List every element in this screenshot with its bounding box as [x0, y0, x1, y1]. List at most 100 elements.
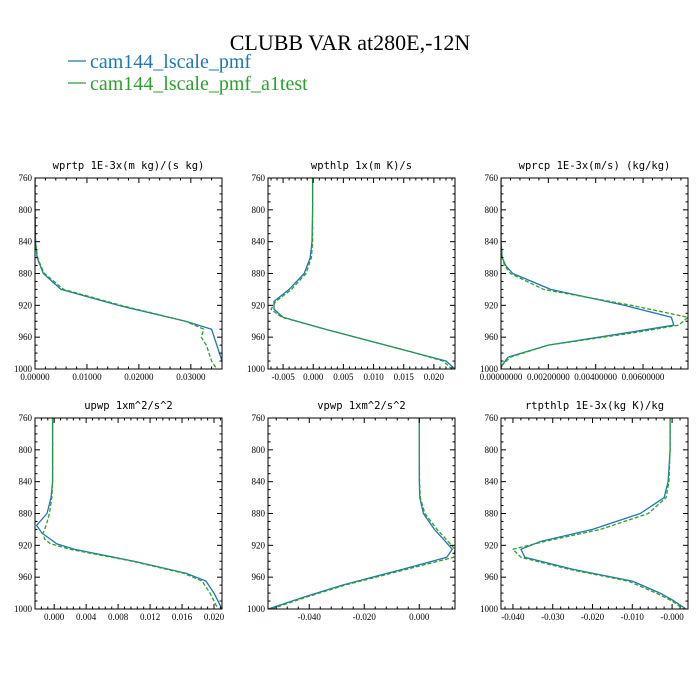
panel-2: wprcp 1E-3x(m/s) (kg/kg) 760 800 840 880 920 9… — [480, 160, 689, 382]
ytick-label-1: 760 — [252, 173, 266, 183]
xtick-label-5: -0.000 — [660, 612, 684, 622]
xtick-label-3: 0.008 — [108, 612, 129, 622]
xtick-label-5: -0.020 — [581, 612, 605, 622]
series-group-3 — [35, 418, 222, 609]
panel-frame-2 — [500, 177, 689, 370]
ytick-label-2: 960 — [485, 332, 499, 342]
ytick-label-2: 840 — [485, 237, 499, 247]
ytick-label-5: 1000 — [480, 604, 499, 614]
panel-title-4: vpwp 1xm^2/s^2 — [317, 400, 406, 412]
series-line-5-0 — [520, 418, 687, 609]
ytick-label-1: 960 — [252, 332, 266, 342]
panel-title-1: wpthlp 1x(m K)/s — [311, 160, 412, 172]
xtick-label-1: 0.005 — [333, 372, 354, 382]
series-group-2 — [501, 178, 688, 369]
xtick-label-3: 0.016 — [172, 612, 193, 622]
ytick-label-3: 960 — [19, 572, 33, 582]
ytick-label-5: 880 — [485, 509, 499, 519]
panel-title-2: wprcp 1E-3x(m/s) (kg/kg) — [519, 160, 671, 172]
ytick-label-0: 920 — [19, 300, 33, 310]
xtick-label-1: -0.005 — [271, 372, 295, 382]
ytick-label-1: 800 — [252, 205, 266, 215]
ytick-label-3: 840 — [19, 477, 33, 487]
series-line-1-1 — [270, 178, 453, 369]
ytick-label-4: 1000 — [247, 604, 266, 614]
panel-title-5: rtpthlp 1E-3x(kg K)/kg — [525, 400, 664, 412]
ytick-label-0: 840 — [19, 237, 33, 247]
ytick-label-0: 880 — [19, 269, 33, 279]
ytick-label-5: 840 — [485, 477, 499, 487]
xtick-label-3: 0.004 — [76, 612, 97, 622]
ytick-label-2: 920 — [485, 300, 499, 310]
panel-1: wpthlp 1x(m K)/s 760 800 840 880 920 960 1000 -0… — [247, 160, 456, 382]
ytick-label-1: 880 — [252, 269, 266, 279]
ytick-label-5: 960 — [485, 572, 499, 582]
xtick-label-4: -0.020 — [353, 612, 377, 622]
panel-3: upwp 1xm^2/s^2 760 800 840 880 920 960 1000 0.00… — [14, 400, 225, 622]
xtick-label-4: 0.000 — [409, 612, 430, 622]
ytick-label-1: 840 — [252, 237, 266, 247]
panel-title-0: wprtp 1E-3x(m kg)/(s kg) — [53, 160, 205, 172]
series-group-1 — [270, 178, 455, 369]
xtick-label-4: -0.040 — [298, 612, 322, 622]
xtick-label-2: 0.00200000 — [527, 372, 570, 382]
ytick-label-5: 760 — [485, 413, 499, 423]
panel-frame-3 — [34, 417, 223, 610]
xtick-label-0: 0.00000 — [20, 372, 50, 382]
xtick-label-3: 0.020 — [204, 612, 225, 622]
xtick-label-0: 0.01000 — [72, 372, 102, 382]
figure-title: CLUBB VAR at280E,-12N — [230, 30, 471, 55]
ytick-label-0: 1000 — [14, 364, 33, 374]
ytick-label-5: 920 — [485, 540, 499, 550]
xtick-label-1: 0.015 — [394, 372, 415, 382]
legend: cam144_lscale_pmf cam144_lscale_pmf_a1te… — [68, 51, 308, 95]
panel-5: rtpthlp 1E-3x(kg K)/kg 760 800 840 880 920 960… — [480, 400, 689, 622]
xtick-label-5: -0.010 — [621, 612, 645, 622]
ytick-label-2: 1000 — [480, 364, 499, 374]
legend-label-0: cam144_lscale_pmf — [90, 51, 251, 73]
panel-0: wprtp 1E-3x(m kg)/(s kg) 760 800 840 880 920 9… — [14, 160, 223, 382]
xtick-label-3: 0.000 — [44, 612, 65, 622]
ytick-label-3: 880 — [19, 509, 33, 519]
series-line-3-1 — [42, 418, 219, 609]
series-line-5-1 — [512, 418, 685, 609]
ytick-label-4: 840 — [252, 477, 266, 487]
ytick-label-4: 880 — [252, 509, 266, 519]
panel-frame-5 — [500, 417, 689, 610]
xtick-label-2: 0.00000000 — [480, 372, 523, 382]
ytick-label-2: 760 — [485, 173, 499, 183]
series-line-0-0 — [35, 178, 222, 364]
ytick-label-3: 760 — [19, 413, 33, 423]
series-line-3-0 — [35, 418, 222, 609]
legend-label-1: cam144_lscale_pmf_a1test — [90, 73, 308, 95]
series-line-2-1 — [501, 178, 688, 369]
xtick-label-1: 0.020 — [424, 372, 445, 382]
ytick-label-0: 960 — [19, 332, 33, 342]
xtick-label-1: 0.010 — [363, 372, 384, 382]
series-line-0-1 — [35, 178, 218, 369]
ytick-label-4: 800 — [252, 445, 266, 455]
ytick-label-0: 800 — [19, 205, 33, 215]
panel-title-3: upwp 1xm^2/s^2 — [84, 400, 173, 412]
series-group-0 — [35, 178, 222, 369]
series-line-2-0 — [501, 178, 675, 369]
xtick-label-5: -0.040 — [501, 612, 525, 622]
xtick-label-0: 0.03000 — [176, 372, 206, 382]
series-line-1-0 — [273, 178, 455, 369]
series-group-4 — [268, 418, 455, 609]
ytick-label-3: 1000 — [14, 604, 33, 614]
xtick-label-2: 0.00400000 — [574, 372, 617, 382]
series-group-5 — [512, 418, 687, 609]
panels: wprtp 1E-3x(m kg)/(s kg) 760 800 840 880 920 9… — [14, 160, 689, 622]
panel-frame-1 — [267, 177, 456, 370]
ytick-label-4: 960 — [252, 572, 266, 582]
series-line-4-1 — [270, 418, 455, 609]
ytick-label-3: 920 — [19, 540, 33, 550]
xtick-label-0: 0.02000 — [124, 372, 154, 382]
ytick-label-5: 800 — [485, 445, 499, 455]
ytick-label-2: 800 — [485, 205, 499, 215]
xtick-label-1: 0.000 — [303, 372, 324, 382]
ytick-label-2: 880 — [485, 269, 499, 279]
ytick-label-1: 920 — [252, 300, 266, 310]
